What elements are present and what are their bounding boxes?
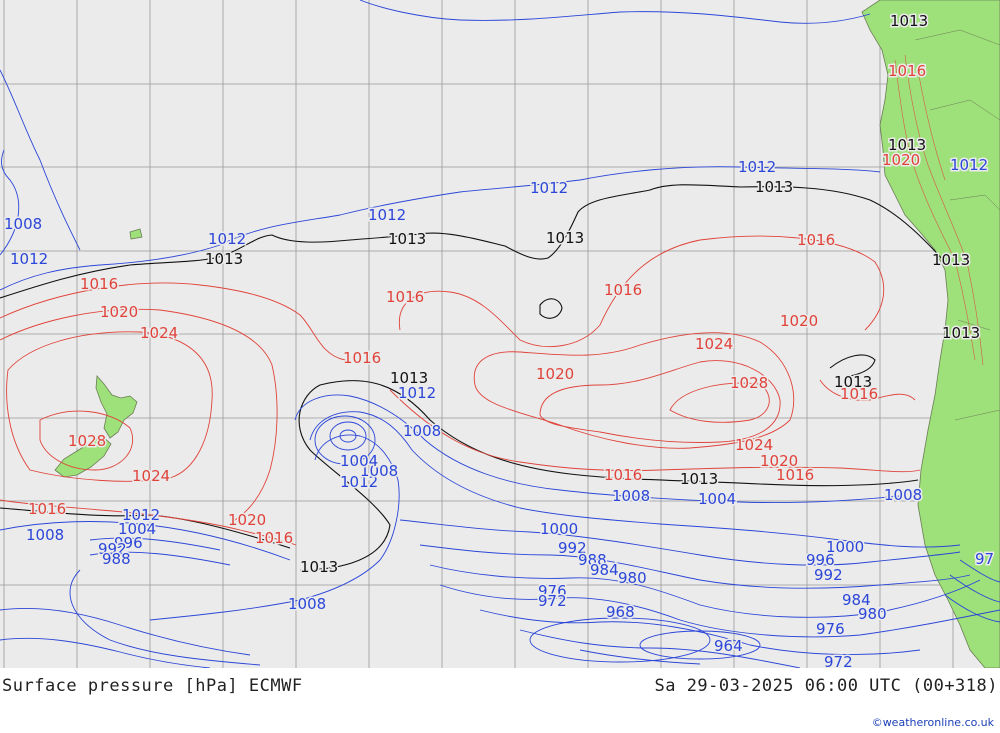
isobar-label-low: 1004 [118, 520, 156, 538]
isobar-label-low: 992 [558, 539, 587, 557]
isobar-label-standard: 1013 [388, 230, 426, 248]
isobar-label-low: 984 [590, 561, 619, 579]
isobar-label-standard: 1013 [932, 251, 970, 269]
isobar-label-high: 1016 [776, 466, 814, 484]
isobar-label-standard: 1013 [546, 229, 584, 247]
isobar-label-low: 1012 [950, 156, 988, 174]
isobar-label-low: 976 [538, 582, 567, 600]
isobar-label-standard: 1013 [755, 178, 793, 196]
isobar-label-low: 984 [842, 591, 871, 609]
isobar-label-standard: 1013 [942, 324, 980, 342]
isobar-label-low: 1012 [122, 506, 160, 524]
valid-time: Sa 29-03-2025 06:00 UTC (00+318) [654, 676, 998, 696]
isobar-label-high: 1016 [797, 231, 835, 249]
borders [914, 29, 1000, 421]
isobar-label-standard: 1013 [890, 12, 928, 30]
isobar-label-low: 968 [606, 603, 635, 621]
pressure-map: 1013 1013 1013 1013 1013 1013 1013 1013 1013 1013… [0, 0, 1000, 668]
isobar-label-high: 1016 [386, 288, 424, 306]
isobar-label-low: 1000 [826, 538, 864, 556]
isobar-label-low: 1012 [368, 206, 406, 224]
pacific-islet [129, 228, 143, 240]
isobar-label-low: 1008 [360, 462, 398, 480]
isobar-label-low: 1004 [340, 452, 378, 470]
isobars-high [0, 235, 921, 546]
isobar-label-low: 996 [806, 551, 835, 569]
isobar-label-low: 1008 [26, 526, 64, 544]
isobar-label-high: 1024 [140, 324, 178, 342]
isobar-label-high: 1016 [80, 275, 118, 293]
isobar-label-low: 1012 [738, 158, 776, 176]
isobar-label-high: 1028 [730, 374, 768, 392]
isobar-label-low: 1008 [4, 215, 42, 233]
isobar-label-high: 1024 [695, 335, 733, 353]
isobar-label-high: 1024 [735, 436, 773, 454]
isobar-label-high: 1020 [536, 365, 574, 383]
isobar-label-standard: 1013 [300, 558, 338, 576]
isobar-label-high: 1020 [760, 452, 798, 470]
isobar-label-low: 1008 [612, 487, 650, 505]
isobar-label-low: 1008 [884, 486, 922, 504]
isobar-label-low: 988 [578, 551, 607, 569]
isobar-label-standard: 1013 [680, 470, 718, 488]
isobar-label-standard: 1013 [390, 369, 428, 387]
credit-link[interactable]: ©weatheronline.co.uk [871, 716, 994, 729]
isobar-label-low: 1008 [403, 422, 441, 440]
isobar-label-low: 996 [114, 534, 143, 552]
isobar-label-low: 1012 [208, 230, 246, 248]
isobar-label-high: 1020 [882, 151, 920, 169]
isobar-label-high: 1016 [343, 349, 381, 367]
isobar-label-high: 1028 [68, 432, 106, 450]
isobar-label-low: 972 [538, 592, 567, 610]
isobars-low [0, 0, 1000, 668]
isobar-label-low: 992 [98, 540, 127, 558]
isobar-label-high: 1020 [100, 303, 138, 321]
isobar-label-low: 1012 [530, 179, 568, 197]
isobar-label-high: 1016 [888, 62, 926, 80]
isobar-label-high: 1020 [228, 511, 266, 529]
isobar-labels: 1013 1013 1013 1013 1013 1013 1013 1013 1013 1013… [3, 11, 996, 669]
isobar-label-high: 1016 [604, 466, 642, 484]
isobar-label-low: 980 [858, 605, 887, 623]
isobar-label-low: 1012 [340, 473, 378, 491]
isobar-label-high: 1016 [840, 385, 878, 403]
land [54, 0, 1000, 668]
isobar-label-high: 1016 [28, 500, 66, 518]
south-america [861, 0, 1000, 668]
isobar-label-standard: 1013 [205, 250, 243, 268]
map-title: Surface pressure [hPa] ECMWF [2, 676, 303, 696]
isobar-label-low: 1008 [288, 595, 326, 613]
isobar-label-low: 964 [714, 637, 743, 655]
isobar-label-low: 1000 [540, 520, 578, 538]
isobar-label-high: 1016 [255, 529, 293, 547]
new-zealand-north-island [95, 375, 138, 439]
map-canvas: 1013 1013 1013 1013 1013 1013 1013 1013 1013 1013… [0, 0, 1000, 668]
isobar-label-low: 992 [814, 566, 843, 584]
isobar-label-high: 1024 [132, 467, 170, 485]
isobar-label-low: 980 [618, 569, 647, 587]
isobar-label-low: 97 [975, 550, 994, 568]
isobar-label-low: 976 [816, 620, 845, 638]
isobar-label-standard: 1013 [888, 136, 926, 154]
isobar-label-low: 1004 [698, 490, 736, 508]
isobar-label-high: 1020 [780, 312, 818, 330]
isobar-label-low: 1012 [398, 384, 436, 402]
isobar-label-high: 1016 [604, 281, 642, 299]
isobar-label-low: 972 [824, 653, 853, 668]
andes-highlands [894, 54, 984, 366]
isobar-label-low: 1012 [10, 250, 48, 268]
isobar-label-low: 988 [102, 550, 131, 568]
isobar-label-standard: 1013 [834, 373, 872, 391]
